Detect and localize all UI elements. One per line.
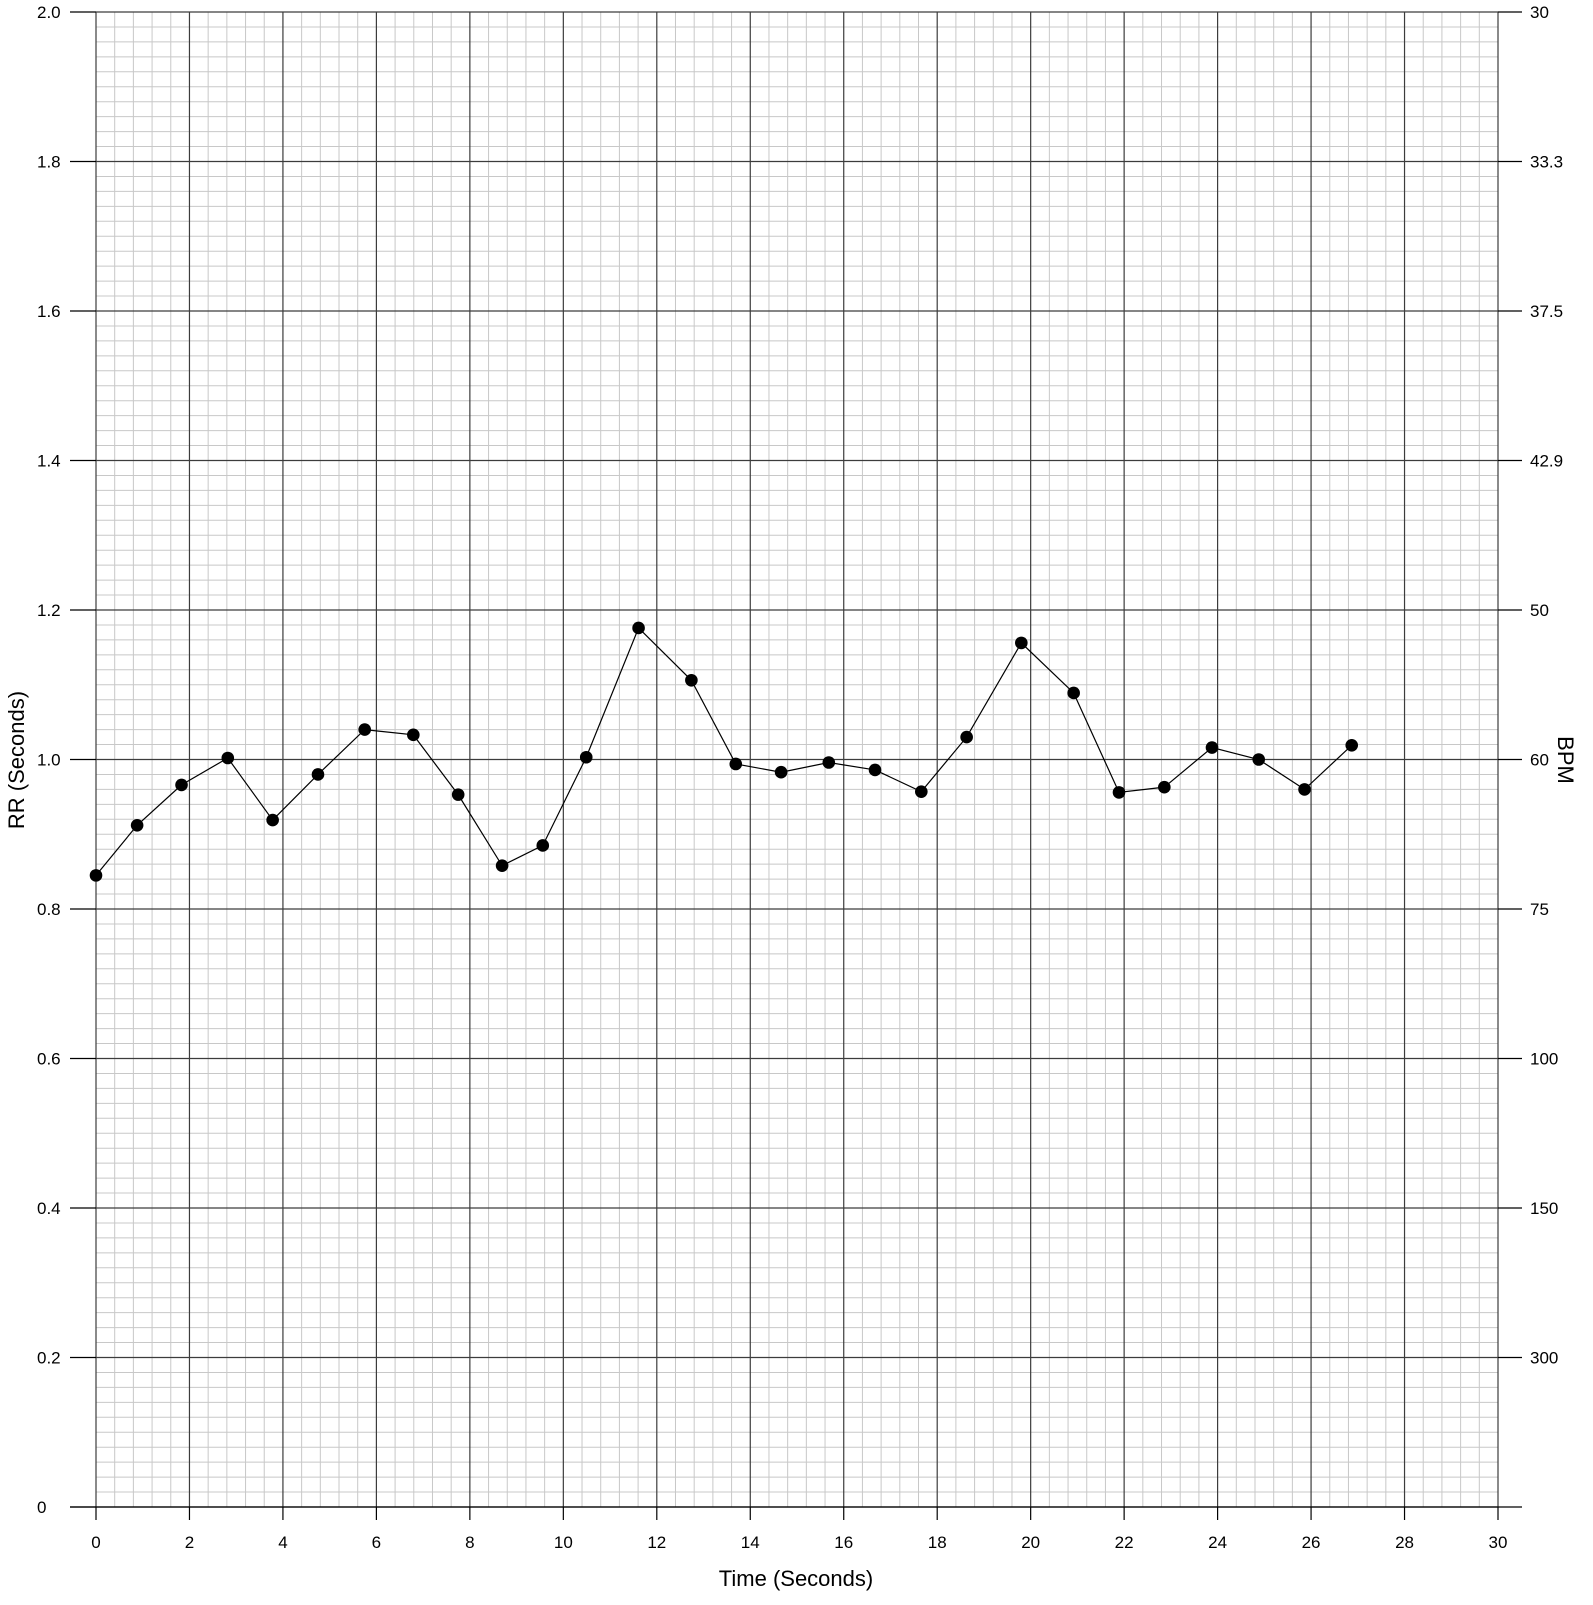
y-tick-label: 0.8	[37, 900, 61, 919]
y2-tick-label: 150	[1530, 1199, 1558, 1218]
data-point	[1112, 786, 1126, 799]
y2-tick-label: 33.3	[1530, 153, 1563, 172]
x-tick-label: 24	[1208, 1533, 1227, 1552]
data-point	[1205, 741, 1219, 754]
y-tick-label: 1.0	[37, 751, 61, 770]
data-point	[1067, 686, 1080, 700]
data-point	[915, 785, 928, 798]
y-tick-label: 1.8	[37, 153, 61, 172]
y2-tick-label: 42.9	[1530, 452, 1563, 471]
y2-tick-label: 30	[1530, 3, 1549, 22]
x-tick-label: 20	[1021, 1533, 1040, 1552]
data-point	[1252, 753, 1266, 766]
data-point	[632, 621, 645, 635]
y-tick-label: 1.4	[37, 452, 61, 471]
data-point	[579, 750, 593, 764]
x-tick-label: 18	[928, 1533, 947, 1552]
x-tick-label: 2	[185, 1533, 194, 1552]
x-tick-label: 30	[1489, 1533, 1508, 1552]
data-point	[536, 839, 550, 852]
data-point	[1345, 738, 1359, 752]
data-point	[266, 813, 279, 827]
data-point	[407, 728, 420, 742]
x-tick-labels: 0 2 4 6 8 10 12 14 16 18 20 22 24 26 28 30	[91, 1533, 1507, 1552]
y-tick-label: 1.2	[37, 601, 61, 620]
x-tick-label: 26	[1302, 1533, 1321, 1552]
data-point	[358, 723, 372, 736]
y-tick-label: 2.0	[37, 3, 61, 22]
x-tick-label: 4	[278, 1533, 287, 1552]
x-axis-title: Time (Seconds)	[719, 1566, 873, 1591]
data-point	[1158, 780, 1171, 794]
series-group	[89, 621, 1359, 882]
data-point	[451, 788, 465, 801]
x-tick-label: 14	[741, 1533, 760, 1552]
x-tick-label: 12	[647, 1533, 666, 1552]
y2-tick-label: 300	[1530, 1349, 1558, 1368]
data-point	[175, 778, 188, 792]
x-tick-label: 10	[554, 1533, 573, 1552]
axes	[70, 11, 1522, 1520]
x-tick-label: 28	[1395, 1533, 1414, 1552]
data-point	[221, 751, 235, 765]
y2-tick-label: 75	[1530, 900, 1549, 919]
data-point	[130, 818, 144, 832]
data-point	[1298, 783, 1311, 796]
x-tick-label: 6	[372, 1533, 381, 1552]
data-point	[729, 757, 743, 771]
y-tick-labels: 0 0.2 0.4 0.6 0.8 1.0 1.2 1.4 1.6 1.8 2.0	[37, 3, 61, 1517]
data-point	[495, 859, 509, 872]
y-tick-label: 0.6	[37, 1050, 61, 1069]
data-point	[311, 768, 325, 781]
y2-tick-label: 50	[1530, 601, 1549, 620]
y-axis-title: RR (Seconds)	[4, 691, 29, 829]
y-tick-label: 0.2	[37, 1349, 61, 1368]
y2-tick-label: 37.5	[1530, 302, 1563, 321]
y-tick-label: 0	[37, 1498, 46, 1517]
data-point	[822, 756, 836, 769]
y2-tick-labels: 30 33.3 37.5 42.9 50 60 75 100 150 300	[1530, 3, 1563, 1368]
x-tick-label: 22	[1115, 1533, 1134, 1552]
data-point	[774, 765, 788, 779]
y-tick-label: 0.4	[37, 1199, 61, 1218]
x-tick-label: 16	[834, 1533, 853, 1552]
series-line	[95, 626, 1353, 876]
y2-tick-label: 100	[1530, 1050, 1558, 1069]
major-grid	[95, 11, 1499, 1508]
x-tick-label: 0	[91, 1533, 100, 1552]
data-point	[868, 763, 882, 777]
x-tick-label: 8	[465, 1533, 474, 1552]
data-point	[89, 869, 103, 882]
data-point	[1015, 636, 1028, 650]
y-tick-label: 1.6	[37, 302, 61, 321]
data-point	[960, 730, 973, 744]
y2-tick-label: 60	[1530, 751, 1549, 770]
y2-axis-title: BPM	[1553, 736, 1578, 784]
data-point	[685, 673, 698, 687]
